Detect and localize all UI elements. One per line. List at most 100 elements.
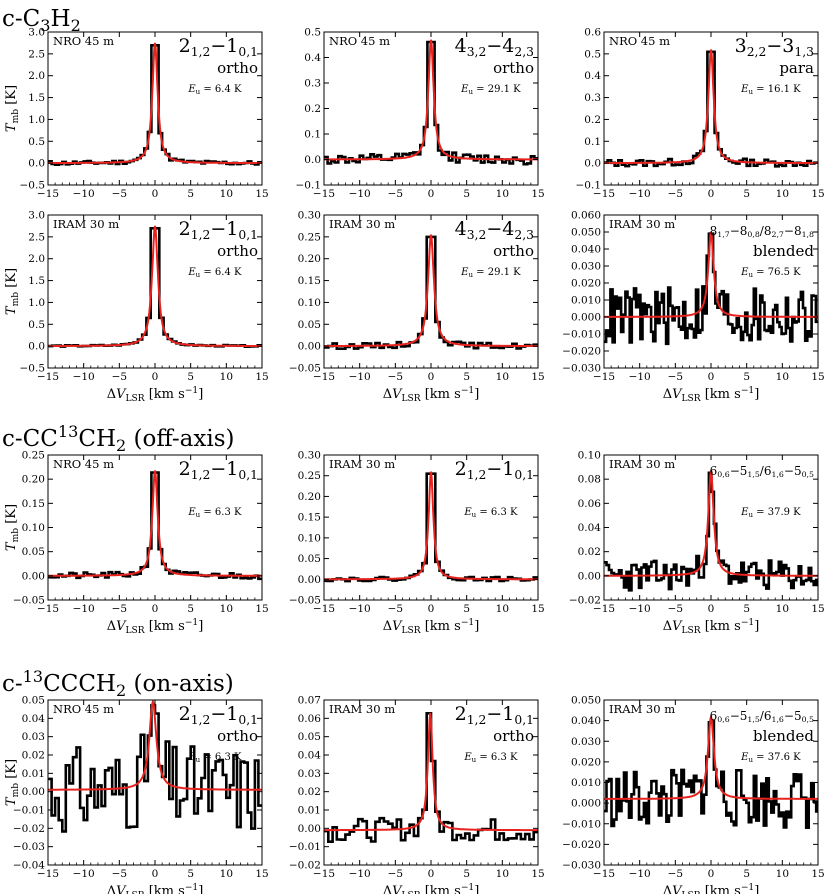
y-tick-label: 0.040: [571, 715, 601, 727]
x-axis-label: ΔVLSR [km s−1]: [107, 386, 204, 404]
y-tick-label: −0.01: [13, 805, 45, 817]
y-tick-label: 0.00: [298, 574, 321, 586]
symmetry-label: ortho: [493, 59, 534, 77]
observed-spectrum: [324, 472, 538, 583]
x-tick-label: 15: [531, 188, 544, 200]
x-tick-label: −5: [388, 868, 403, 880]
y-tick-label: 0.15: [298, 512, 321, 524]
fit-curve: [604, 470, 818, 577]
x-tick-label: 5: [743, 868, 750, 880]
y-tick-label: 0.03: [298, 768, 321, 780]
x-tick-label: 0: [708, 371, 715, 383]
y-tick-label: 0.10: [22, 522, 45, 534]
y-tick-label: 2.0: [28, 253, 45, 265]
x-tick-label: −10: [629, 188, 651, 200]
observed-spectrum: [48, 471, 262, 581]
x-tick-label: 10: [496, 603, 509, 615]
symmetry-label: ortho: [493, 727, 534, 745]
y-tick-label: 0.050: [571, 227, 601, 239]
symmetry-label: ortho: [493, 242, 534, 260]
y-tick-label: 0.00: [298, 341, 321, 353]
x-tick-label: 15: [811, 868, 824, 880]
telescope-label: IRAM 30 m: [53, 217, 119, 231]
y-tick-label: 0.02: [298, 786, 321, 798]
y-tick-label: 0.06: [578, 498, 602, 510]
upper-energy-label: Eu = 6.3 K: [187, 507, 242, 519]
upper-energy-label: Eu = 6.3 K: [463, 752, 518, 764]
x-tick-label: 15: [255, 603, 268, 615]
y-tick-label: 0.000: [571, 312, 601, 324]
telescope-label: NRO 45 m: [53, 457, 114, 471]
y-tick-label: 3.0: [28, 27, 45, 39]
x-tick-label: −10: [73, 371, 95, 383]
y-tick-label: −0.02: [569, 595, 601, 607]
y-tick-label: 0.3: [304, 78, 321, 90]
y-tick-label: −0.1: [576, 180, 602, 192]
x-tick-label: 15: [811, 188, 824, 200]
y-tick-label: 0.01: [298, 805, 321, 817]
y-tick-label: 0.0: [28, 341, 45, 353]
y-tick-label: 0.08: [578, 474, 601, 486]
x-tick-label: −5: [112, 868, 127, 880]
x-tick-label: −10: [349, 188, 371, 200]
x-tick-label: −15: [313, 603, 335, 615]
y-tick-label: 0.25: [298, 470, 321, 482]
x-axis-label: ΔVLSR [km s−1]: [663, 883, 760, 894]
x-tick-label: −10: [349, 868, 371, 880]
x-tick-label: 5: [743, 603, 750, 615]
upper-energy-label: Eu = 76.5 K: [740, 267, 801, 279]
x-tick-label: −10: [73, 188, 95, 200]
y-tick-label: 0.30: [298, 210, 321, 222]
y-tick-label: 0.03: [22, 731, 45, 743]
x-tick-label: −5: [388, 188, 403, 200]
x-axis-label: ΔVLSR [km s−1]: [383, 386, 480, 404]
x-tick-label: 10: [220, 188, 233, 200]
y-tick-label: 0.020: [571, 756, 601, 768]
y-tick-label: 2.5: [28, 231, 45, 243]
symmetry-label: ortho: [217, 242, 258, 260]
x-tick-label: 0: [152, 371, 159, 383]
x-tick-label: 10: [496, 371, 509, 383]
y-tick-label: 0.05: [22, 546, 45, 558]
x-tick-label: −15: [593, 868, 615, 880]
transition-label: 81,7−80,8/82,7−81,8: [710, 224, 814, 239]
y-tick-label: 0.030: [571, 736, 601, 748]
telescope-label: NRO 45 m: [609, 34, 670, 48]
x-tick-label: −10: [73, 868, 95, 880]
x-tick-label: 10: [776, 371, 789, 383]
upper-energy-label: Eu = 6.4 K: [187, 267, 242, 279]
y-tick-label: 0.4: [584, 70, 601, 82]
x-tick-label: 10: [776, 603, 789, 615]
x-tick-label: 15: [811, 371, 824, 383]
y-tick-label: −0.03: [13, 841, 45, 853]
y-tick-label: 0.020: [571, 278, 601, 290]
y-tick-label: 2.5: [28, 48, 45, 60]
telescope-label: NRO 45 m: [329, 34, 390, 48]
y-tick-label: 0.00: [22, 570, 45, 582]
symmetry-label: ortho: [217, 727, 258, 745]
x-tick-label: −15: [313, 868, 335, 880]
x-tick-label: −10: [349, 603, 371, 615]
y-tick-label: −0.010: [562, 329, 601, 341]
x-tick-label: 5: [743, 371, 750, 383]
x-tick-label: 15: [531, 868, 544, 880]
y-tick-label: −0.030: [562, 363, 601, 375]
x-tick-label: −5: [388, 371, 403, 383]
transition-label: 21,2−10,1: [455, 458, 534, 482]
x-tick-label: −5: [668, 868, 683, 880]
x-tick-label: −10: [73, 603, 95, 615]
x-tick-label: 5: [463, 868, 470, 880]
transition-label: 43,2−42,3: [455, 218, 534, 242]
y-tick-label: 0.2: [304, 103, 321, 115]
x-axis-label: ΔVLSR [km s−1]: [663, 618, 760, 636]
transition-label: 60,6−51,5/61,6−50,5: [710, 464, 814, 479]
x-tick-label: 5: [463, 371, 470, 383]
y-axis-label: Tmb [K]: [4, 504, 21, 551]
symmetry-label: blended: [753, 242, 814, 260]
fit-curve: [48, 42, 262, 164]
y-tick-label: 0.07: [298, 695, 321, 707]
fit-curve: [324, 234, 538, 347]
y-tick-label: 0.1: [304, 129, 321, 141]
y-tick-label: 0.0: [28, 158, 45, 170]
